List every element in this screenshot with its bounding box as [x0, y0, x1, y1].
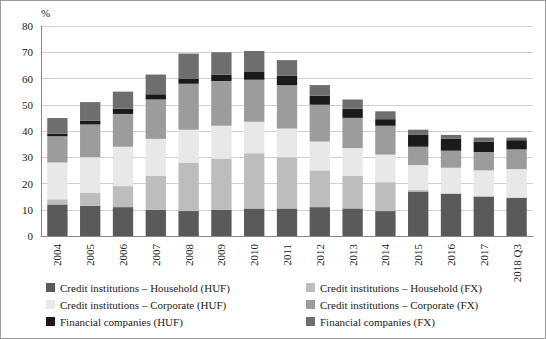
svg-text:Credit institutions – Househol: Credit institutions – Household (HUF)	[60, 282, 230, 295]
svg-text:50: 50	[22, 99, 34, 111]
svg-text:Credit institutions – Corporat: Credit institutions – Corporate (HUF)	[60, 299, 227, 312]
svg-text:2005: 2005	[84, 244, 96, 267]
svg-text:2004: 2004	[51, 244, 63, 267]
svg-text:0: 0	[28, 230, 34, 242]
svg-text:2015: 2015	[412, 244, 424, 267]
svg-text:20: 20	[22, 178, 34, 190]
svg-text:2013: 2013	[347, 244, 359, 267]
svg-text:Financial companies (HUF): Financial companies (HUF)	[60, 316, 183, 329]
svg-text:80: 80	[22, 20, 34, 32]
svg-text:2017: 2017	[478, 244, 490, 267]
svg-text:Credit institutions – Corporat: Credit institutions – Corporate (FX)	[320, 299, 479, 312]
svg-text:2016: 2016	[445, 244, 457, 267]
svg-text:Credit institutions – Househol: Credit institutions – Household (FX)	[320, 282, 482, 295]
svg-text:%: %	[41, 7, 50, 19]
svg-text:2007: 2007	[150, 244, 162, 267]
svg-text:40: 40	[22, 125, 34, 137]
svg-text:30: 30	[22, 151, 34, 163]
svg-text:2010: 2010	[248, 244, 260, 267]
svg-text:2006: 2006	[117, 244, 129, 267]
svg-text:2014: 2014	[379, 244, 391, 267]
svg-text:2009: 2009	[215, 244, 227, 267]
svg-text:2008: 2008	[183, 244, 195, 267]
svg-text:2018 Q3: 2018 Q3	[511, 244, 523, 283]
svg-text:60: 60	[22, 73, 34, 85]
svg-text:70: 70	[22, 46, 34, 58]
svg-text:2012: 2012	[314, 244, 326, 266]
svg-text:10: 10	[22, 204, 34, 216]
svg-text:2011: 2011	[281, 244, 293, 266]
svg-text:Financial companies (FX): Financial companies (FX)	[320, 316, 435, 329]
